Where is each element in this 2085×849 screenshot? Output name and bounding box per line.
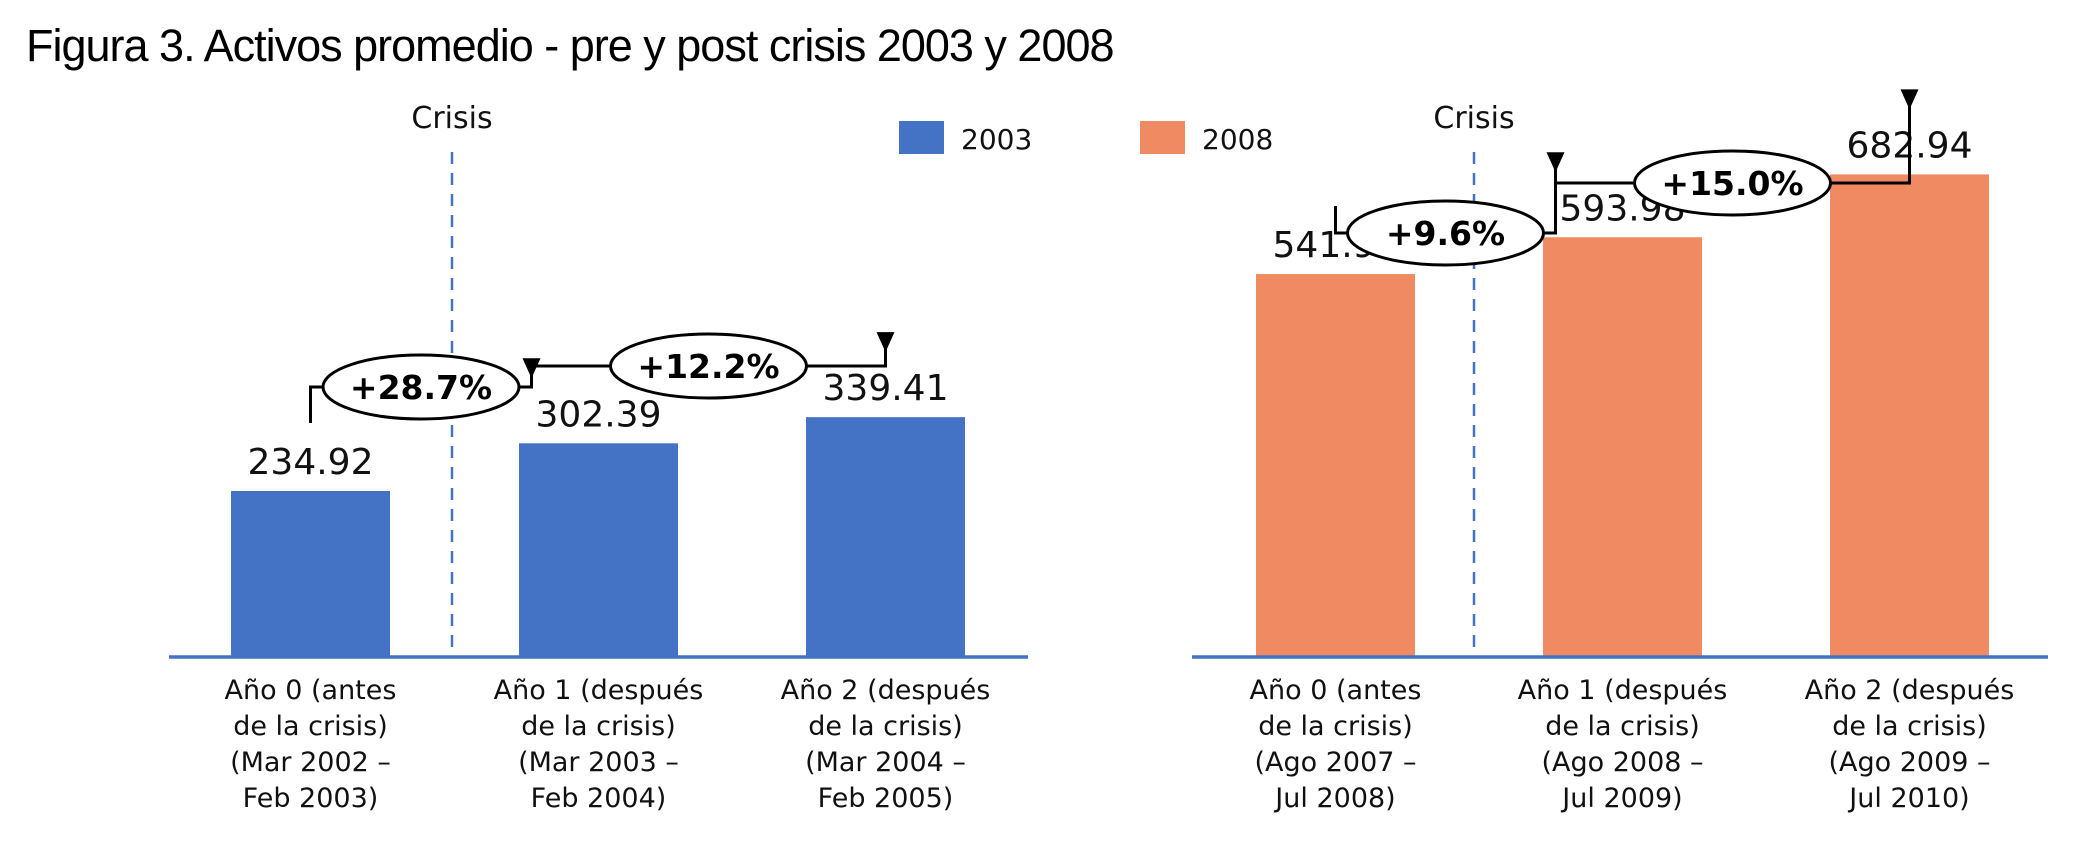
category-label: Año 2 (después xyxy=(1805,675,2015,706)
bracket-line xyxy=(309,385,323,423)
bar xyxy=(519,443,678,657)
change-label: +9.6% xyxy=(1386,214,1505,253)
category-label: de la crisis) xyxy=(521,711,676,742)
arrow-down-icon xyxy=(876,332,895,353)
category-label: Año 0 (antes xyxy=(225,675,397,706)
category-label: Feb 2005) xyxy=(818,783,954,814)
category-label: de la crisis) xyxy=(1832,711,1987,742)
crisis-label: Crisis xyxy=(411,101,492,136)
bar xyxy=(1543,237,1702,657)
category-label: Jul 2008) xyxy=(1273,783,1395,814)
bar xyxy=(1256,274,1415,657)
crisis-label: Crisis xyxy=(1433,101,1514,136)
category-label: (Mar 2002 – xyxy=(230,747,391,778)
category-label: de la crisis) xyxy=(1545,711,1700,742)
category-label: (Mar 2003 – xyxy=(518,747,679,778)
category-label: Jul 2009) xyxy=(1560,783,1682,814)
bar xyxy=(806,417,965,657)
change-ellipse xyxy=(321,353,521,421)
change-annotation: +28.7% xyxy=(309,353,541,423)
category-label: Año 0 (antes xyxy=(1250,675,1422,706)
category-label: (Ago 2008 – xyxy=(1541,747,1703,778)
bar-value-label: 339.41 xyxy=(823,368,949,409)
category-label: de la crisis) xyxy=(1258,711,1413,742)
category-label: (Ago 2007 – xyxy=(1254,747,1416,778)
bar xyxy=(1830,174,1989,657)
legend-swatch-2003 xyxy=(899,121,944,154)
legend-label-2003: 2003 xyxy=(961,123,1032,156)
category-label: de la crisis) xyxy=(233,711,388,742)
category-label: Feb 2003) xyxy=(243,783,379,814)
category-label: Feb 2004) xyxy=(531,783,667,814)
change-label: +15.0% xyxy=(1661,164,1803,203)
category-label: (Ago 2009 – xyxy=(1828,747,1990,778)
category-label: (Mar 2004 – xyxy=(805,747,966,778)
bracket-line xyxy=(1554,169,1635,185)
change-annotation: +9.6% xyxy=(1334,152,1565,267)
figure-title: Figura 3. Activos promedio - pre y post … xyxy=(26,20,1115,71)
category-label: Jul 2010) xyxy=(1847,783,1969,814)
change-label: +28.7% xyxy=(350,368,492,407)
change-label: +12.2% xyxy=(637,347,779,386)
change-ellipse xyxy=(1346,199,1545,267)
change-ellipse xyxy=(609,332,808,400)
legend-label-2008: 2008 xyxy=(1202,123,1273,156)
category-label: Año 1 (después xyxy=(494,675,704,706)
bracket-line xyxy=(1830,91,1911,185)
bracket-line xyxy=(530,364,611,376)
chart-panel-2003: Crisis 234.92 Año 0 (antes de la crisis) (Ma… xyxy=(169,101,1028,814)
legend: 2003 2008 xyxy=(899,121,1273,156)
change-annotation: +15.0% xyxy=(1554,89,1919,217)
bar xyxy=(231,490,390,657)
arrow-down-icon xyxy=(1546,152,1565,173)
category-label: Año 1 (después xyxy=(1518,675,1728,706)
category-label: de la crisis) xyxy=(808,711,963,742)
bar-value-label: 234.92 xyxy=(248,442,374,483)
legend-swatch-2008 xyxy=(1140,121,1185,154)
bracket-line xyxy=(1334,206,1348,235)
change-annotation: +12.2% xyxy=(530,332,895,400)
change-ellipse xyxy=(1633,149,1832,217)
category-label: Año 2 (después xyxy=(781,675,991,706)
arrow-down-icon xyxy=(1900,89,1919,110)
bar-value-label: 302.39 xyxy=(536,394,662,435)
bracket-line xyxy=(806,334,887,368)
